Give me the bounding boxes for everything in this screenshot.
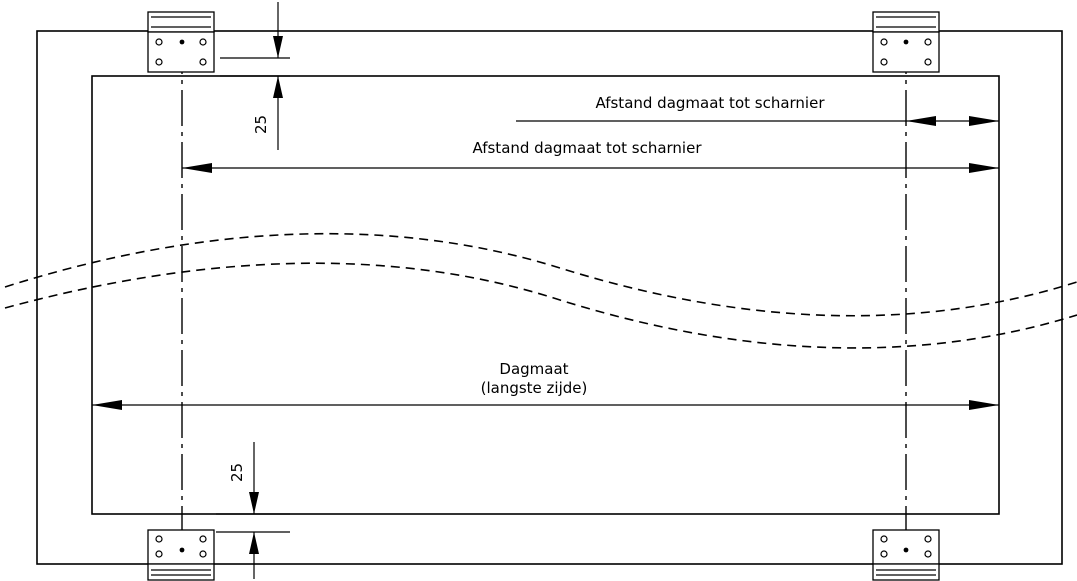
hinge-top-left <box>147 11 215 73</box>
outer-frame <box>36 30 1063 565</box>
dimension-hinge-distance-mid: Afstand dagmaat tot scharnier <box>182 139 999 173</box>
inner-opening <box>91 75 1000 515</box>
dimension-hinge-distance-top: Afstand dagmaat tot scharnier <box>516 94 999 126</box>
dimension-daylight: Dagmaat (langste zijde) <box>92 360 999 410</box>
hinge-bottom-right <box>872 529 940 581</box>
hinge-distance-mid-label: Afstand dagmaat tot scharnier <box>472 139 702 157</box>
offset-top-label: 25 <box>252 115 270 134</box>
dimension-offset-top: 25 <box>220 2 290 150</box>
hinge-top-right <box>872 11 940 73</box>
hinge-distance-top-label: Afstand dagmaat tot scharnier <box>595 94 825 112</box>
dimension-offset-bottom: 25 <box>216 442 290 579</box>
break-lines <box>4 232 1077 349</box>
daylight-label-line1: Dagmaat <box>499 360 568 378</box>
hinge-bottom-left <box>147 529 215 581</box>
offset-bottom-label: 25 <box>228 463 246 482</box>
daylight-label-line2: (langste zijde) <box>481 379 588 397</box>
